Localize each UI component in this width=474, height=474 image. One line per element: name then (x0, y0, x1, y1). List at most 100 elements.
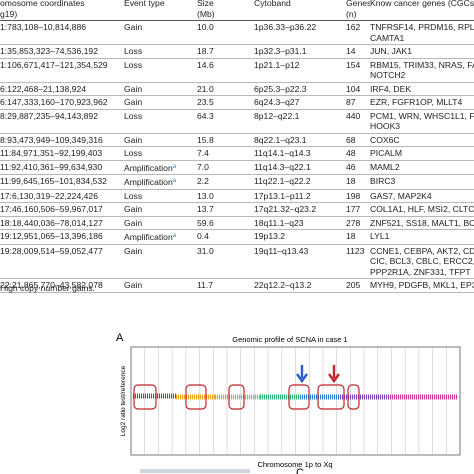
size-cell: 23.5 (197, 95, 254, 110)
event-note: a (172, 233, 177, 239)
cgc-cell: IRF4, DEK (370, 82, 474, 96)
cgc-text: JUN, JAK1 (370, 46, 413, 56)
cgc-cell: PICALM (370, 146, 474, 161)
cytoband-cell: 8p12–q22.1 (254, 109, 346, 134)
cgc-text: ZNF521, SS18, MALT1, BCL2 (370, 217, 474, 228)
cgc-text: GAS7, MAP2K4 (370, 190, 432, 201)
size-cell: 7.4 (197, 146, 254, 161)
table-row: 6:122,468–21,138,924 Gain 21.0 6p25.3–p22.3… (0, 82, 474, 96)
event-type: Gain (124, 217, 143, 228)
event-type-cell: Loss (124, 44, 197, 59)
cytoband: 19p13.2 (254, 231, 286, 241)
cgc-cell: TNFRSF14, PRDM16, RPL22,CAMTA1 (370, 20, 474, 45)
gene-count: 177 (346, 204, 361, 214)
cgc-cell: GAS7, MAP2K4 (370, 189, 474, 203)
cgc-text: MAML2 (370, 161, 400, 172)
cgc-cell: MYH9, PDGFB, MKL1, EP300 (370, 278, 474, 293)
header-text: (n) (346, 8, 357, 19)
cgc-text: EZR, FGFR1OP, MLLT4 (370, 97, 463, 107)
header-text: omosome coordinates (0, 0, 85, 8)
gene-count-cell: 177 (346, 202, 370, 217)
event-type-cell: Gain (124, 202, 197, 217)
cgc-text: COX6C (370, 134, 400, 145)
size-cell: 11.7 (197, 278, 254, 293)
table-row: 19:12,951,065–13,396,186 Amplificationa 0.… (0, 229, 474, 245)
coordinates-cell: 11:92,410,361–99,634,930 (0, 160, 124, 175)
gene-count-cell: 278 (346, 216, 370, 230)
size: 7.4 (197, 148, 209, 158)
table-row: 11:99,645,165–101,834,532 Amplificationa 2… (0, 174, 474, 190)
size: 13.0 (197, 190, 214, 201)
event-type: Amplification (124, 177, 173, 187)
cgc-text: CAMTA1 (370, 32, 405, 43)
size: 15.8 (197, 134, 214, 145)
event-type-cell: Amplificationa (124, 174, 197, 190)
event-type: Loss (124, 110, 143, 121)
event-type-cell: Gain (124, 95, 197, 110)
size-cell: 64.3 (197, 109, 254, 134)
size: 11.7 (197, 280, 214, 290)
coordinates-cell: 1:106,671,417–121,354,529 (0, 58, 124, 83)
gene-count-cell: 18 (346, 229, 370, 245)
coordinates: 6:122,468–21,138,924 (0, 83, 87, 94)
cgc-cell: LYL1 (370, 229, 474, 245)
table-row: 1:106,671,417–121,354,529 Loss 14.6 1p21.1–… (0, 58, 474, 83)
event-type-cell: Gain (124, 82, 197, 96)
highlight-box (288, 384, 310, 410)
cgc-cell: PCM1, WRN, WHSC1L1, FGFR1,HOOK3 (370, 109, 474, 134)
table-row: 1:35,853,323–74,536,192 Loss 18.7 1p32.3–p3… (0, 44, 474, 59)
gene-count-cell: 205 (346, 278, 370, 293)
panel-label: A (116, 332, 124, 344)
coordinates: 17:46,160,506–59,967,017 (0, 204, 103, 214)
panel-label: C (296, 467, 304, 474)
cgc-cell: COL1A1, HLF, MSI2, CLTC, BRIP1 (370, 202, 474, 217)
cytoband: 19q11–q13.43 (254, 245, 309, 256)
table-row: 8:93,473,949–109,349,316 Gain 15.8 8q22.1–q… (0, 133, 474, 147)
cgc-cell: RBM15, TRIM33, NRAS, FAM46C,NOTCH2 (370, 58, 474, 83)
header-text: Cytoband (254, 0, 291, 8)
size-cell: 14.6 (197, 58, 254, 83)
table-row: 17:6,130,319–22,224,426 Loss 13.0 17p13.1–p… (0, 189, 474, 203)
size: 21.0 (197, 83, 214, 94)
cytoband-cell: 6q24.3–q27 (254, 95, 346, 110)
header-text: Genes (346, 0, 370, 8)
cytoband-cell: 1p21.1–p12 (254, 58, 346, 83)
event-type: Gain (124, 22, 143, 32)
size: 59.6 (197, 217, 214, 228)
table-row: 19:28,009,514–59,052,477 Gain 31.0 19q11–q1… (0, 244, 474, 279)
cytoband: 11q14.3–q22.1 (254, 161, 311, 172)
cytoband-cell: 1p32.3–p31.1 (254, 44, 346, 59)
size: 13.7 (197, 204, 214, 214)
size: 64.3 (197, 110, 214, 121)
cytoband-cell: 22q12.2–q13.2 (254, 278, 346, 293)
event-type: Loss (124, 190, 143, 201)
coordinates-cell: 19:28,009,514–59,052,477 (0, 244, 124, 279)
size-cell: 18.7 (197, 44, 254, 59)
gene-count-cell: 48 (346, 146, 370, 161)
coordinates: 11:84,971,351–92,199,403 (0, 148, 103, 158)
event-type: Gain (124, 245, 143, 256)
blue-arrow (296, 365, 308, 384)
gene-count: 278 (346, 217, 361, 228)
coordinates: 1:35,853,323–74,536,192 (0, 46, 98, 56)
cgc-cell: CCNE1, CEBPA, AKT2, CD79A,CIC, BCL3, CBL… (370, 244, 474, 279)
cgc-text: MYH9, PDGFB, MKL1, EP300 (370, 280, 474, 290)
partial-panel (140, 469, 250, 473)
event-type-cell: Loss (124, 189, 197, 203)
event-type-cell: Amplificationa (124, 160, 197, 175)
size-cell: 2.2 (197, 174, 254, 190)
cgc-text: BIRC3 (370, 176, 396, 186)
x-axis-label: Chromosome 1p to Xq (257, 460, 332, 469)
event-type-cell: Loss (124, 58, 197, 83)
coordinates-cell: 18:18,440,036–78,014,127 (0, 216, 124, 230)
header-row: omosome coordinates g19) Event type Size (Mb… (0, 0, 474, 21)
cytoband-cell: 11q22.1–q22.2 (254, 174, 346, 190)
event-type: Gain (124, 280, 143, 290)
gene-count: 154 (346, 59, 361, 70)
event-type: Gain (124, 204, 143, 214)
event-type-cell: Gain (124, 216, 197, 230)
coordinates-cell: 6:147,333,160–170,923,962 (0, 95, 124, 110)
coordinates-cell: 11:84,971,351–92,199,403 (0, 146, 124, 161)
footnote: High copy number gains. (0, 283, 96, 293)
gene-count: 1123 (346, 245, 365, 256)
